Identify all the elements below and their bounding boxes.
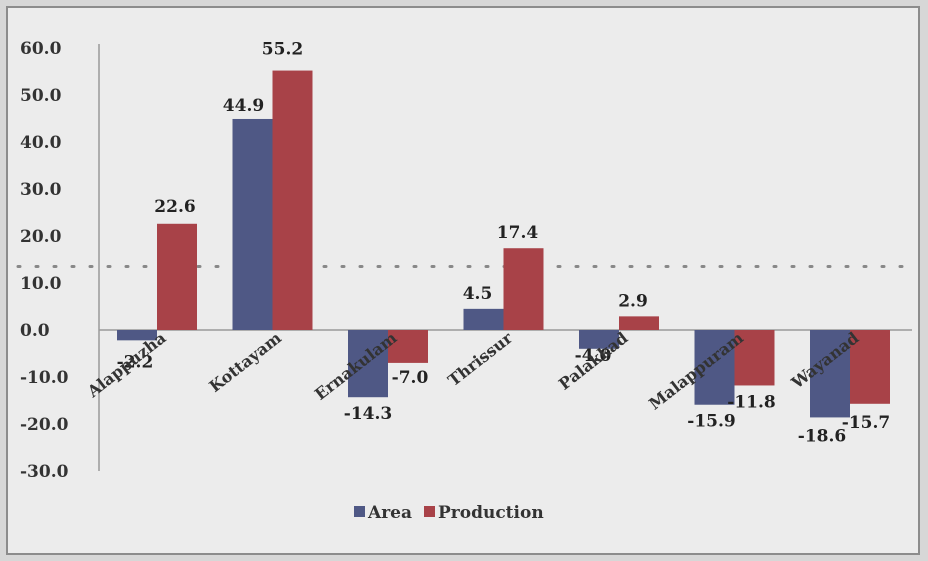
data-label: 17.4 bbox=[497, 223, 539, 243]
data-label: -14.3 bbox=[344, 404, 392, 424]
area-bar bbox=[463, 308, 504, 330]
y-tick-label: -10.0 bbox=[20, 368, 69, 388]
y-tick-label: 60.0 bbox=[20, 39, 62, 59]
y-tick-label: 0.0 bbox=[20, 321, 50, 341]
production-bar bbox=[272, 70, 313, 330]
data-label: 44.9 bbox=[223, 96, 264, 116]
production-bar bbox=[503, 248, 544, 330]
data-label: -2.2 bbox=[117, 352, 154, 372]
y-tick-label: -20.0 bbox=[20, 415, 69, 435]
y-tick-label: 50.0 bbox=[20, 86, 62, 106]
y-tick-label: 20.0 bbox=[20, 227, 62, 247]
area-bar bbox=[694, 330, 735, 405]
chart-frame: -30.0 -20.0 -10.0 0.0 10.0 20.0 30.0 40.0 50.0 60… bbox=[6, 6, 920, 555]
data-label: 22.6 bbox=[154, 197, 195, 217]
data-label: -4.0 bbox=[575, 346, 612, 366]
data-label: -7.0 bbox=[392, 368, 429, 388]
y-tick-label: 30.0 bbox=[20, 180, 62, 200]
data-label: -15.7 bbox=[842, 413, 890, 433]
category-label: Kottayam bbox=[206, 328, 285, 396]
area-bar bbox=[810, 330, 850, 418]
data-label: -11.8 bbox=[727, 392, 775, 412]
bar-chart: -30.0 -20.0 -10.0 0.0 10.0 20.0 30.0 40.0 50.0 60… bbox=[16, 39, 918, 523]
data-label: 55.2 bbox=[262, 40, 303, 60]
production-legend-swatch bbox=[424, 506, 435, 517]
production-bar bbox=[734, 330, 775, 386]
area-bar bbox=[232, 118, 273, 330]
legend-entry: Production bbox=[438, 503, 544, 523]
area-bar bbox=[117, 330, 157, 341]
data-label: -15.9 bbox=[687, 412, 735, 432]
production-bar bbox=[388, 330, 428, 363]
area-bar bbox=[348, 330, 388, 398]
production-bar bbox=[157, 223, 197, 330]
data-label: 4.5 bbox=[463, 284, 493, 304]
y-tick-label: -30.0 bbox=[20, 462, 69, 482]
area-legend-swatch bbox=[354, 506, 365, 517]
data-label: -18.6 bbox=[798, 426, 846, 446]
y-tick-label: 10.0 bbox=[20, 274, 62, 294]
legend-entry: Area bbox=[367, 503, 412, 523]
data-label: 2.9 bbox=[618, 291, 648, 311]
y-tick-label: 40.0 bbox=[20, 133, 62, 153]
category-label: Thrissur bbox=[444, 328, 516, 390]
production-bar bbox=[850, 330, 890, 404]
production-bar bbox=[619, 316, 659, 330]
area-bar bbox=[579, 330, 619, 349]
